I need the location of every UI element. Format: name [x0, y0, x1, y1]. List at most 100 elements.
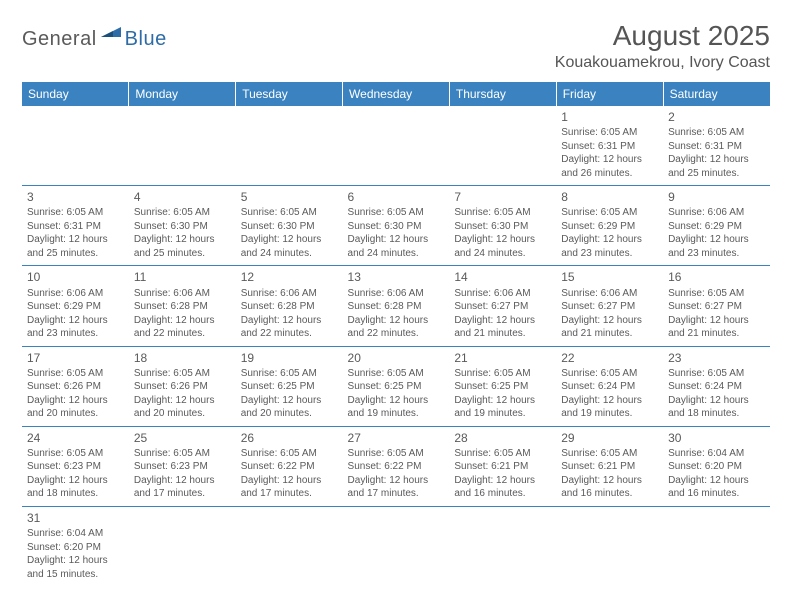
page-title: August 2025	[555, 20, 770, 52]
cell-text: Daylight: 12 hours	[27, 314, 124, 328]
cell-text: and 24 minutes.	[348, 247, 445, 261]
cell-text: Sunrise: 6:05 AM	[241, 447, 338, 461]
calendar-row: 31Sunrise: 6:04 AMSunset: 6:20 PMDayligh…	[22, 506, 770, 586]
cell-text: Sunrise: 6:05 AM	[454, 367, 551, 381]
calendar-cell-empty	[449, 506, 556, 586]
day-number: 21	[454, 350, 551, 366]
cell-text: Sunset: 6:20 PM	[27, 541, 124, 555]
cell-text: Daylight: 12 hours	[561, 394, 658, 408]
cell-text: Sunset: 6:25 PM	[454, 380, 551, 394]
cell-text: Daylight: 12 hours	[668, 394, 765, 408]
cell-text: Sunrise: 6:05 AM	[348, 367, 445, 381]
day-number: 4	[134, 189, 231, 205]
cell-text: Sunrise: 6:06 AM	[241, 287, 338, 301]
calendar-table: SundayMondayTuesdayWednesdayThursdayFrid…	[22, 82, 770, 586]
cell-text: Sunset: 6:27 PM	[668, 300, 765, 314]
calendar-cell-empty	[22, 106, 129, 186]
calendar-cell: 31Sunrise: 6:04 AMSunset: 6:20 PMDayligh…	[22, 506, 129, 586]
cell-text: Daylight: 12 hours	[454, 314, 551, 328]
day-number: 14	[454, 269, 551, 285]
cell-text: Sunset: 6:31 PM	[27, 220, 124, 234]
day-number: 25	[134, 430, 231, 446]
cell-text: Sunset: 6:28 PM	[348, 300, 445, 314]
cell-text: Sunrise: 6:05 AM	[27, 447, 124, 461]
cell-text: and 18 minutes.	[27, 487, 124, 501]
calendar-cell: 27Sunrise: 6:05 AMSunset: 6:22 PMDayligh…	[343, 426, 450, 506]
calendar-cell: 30Sunrise: 6:04 AMSunset: 6:20 PMDayligh…	[663, 426, 770, 506]
flag-icon	[101, 23, 123, 44]
cell-text: and 16 minutes.	[454, 487, 551, 501]
day-number: 1	[561, 109, 658, 125]
cell-text: Daylight: 12 hours	[454, 474, 551, 488]
cell-text: Sunrise: 6:05 AM	[561, 126, 658, 140]
cell-text: Sunset: 6:30 PM	[134, 220, 231, 234]
cell-text: Sunrise: 6:05 AM	[668, 367, 765, 381]
calendar-cell: 13 Sunrise: 6:06 AMSunset: 6:28 PMDayligh…	[343, 266, 450, 346]
cell-text: Sunrise: 6:05 AM	[668, 287, 765, 301]
cell-text: and 22 minutes.	[241, 327, 338, 341]
cell-text: Sunset: 6:21 PM	[561, 460, 658, 474]
cell-text: Sunset: 6:20 PM	[668, 460, 765, 474]
cell-text: Sunrise: 6:05 AM	[454, 447, 551, 461]
cell-text: Sunset: 6:24 PM	[561, 380, 658, 394]
cell-text: and 19 minutes.	[348, 407, 445, 421]
cell-text: and 16 minutes.	[668, 487, 765, 501]
cell-text: Sunrise: 6:05 AM	[348, 206, 445, 220]
logo-text-blue: Blue	[125, 28, 167, 51]
cell-text: Sunrise: 6:06 AM	[348, 287, 445, 301]
cell-text: Sunrise: 6:06 AM	[134, 287, 231, 301]
cell-text: Sunrise: 6:04 AM	[27, 527, 124, 541]
calendar-cell: 19Sunrise: 6:05 AMSunset: 6:25 PMDayligh…	[236, 346, 343, 426]
cell-text: Daylight: 12 hours	[241, 314, 338, 328]
cell-text: Sunrise: 6:05 AM	[561, 206, 658, 220]
calendar-cell: 11Sunrise: 6:06 AMSunset: 6:28 PMDayligh…	[129, 266, 236, 346]
location: Kouakouamekrou, Ivory Coast	[555, 54, 770, 72]
cell-text: and 19 minutes.	[454, 407, 551, 421]
cell-text: Sunset: 6:31 PM	[561, 140, 658, 154]
calendar-cell-empty	[663, 506, 770, 586]
cell-text: Sunset: 6:24 PM	[668, 380, 765, 394]
cell-text: Sunrise: 6:05 AM	[668, 126, 765, 140]
calendar-cell: 4Sunrise: 6:05 AMSunset: 6:30 PMDaylight…	[129, 186, 236, 266]
day-header: Tuesday	[236, 82, 343, 106]
cell-text: and 21 minutes.	[668, 327, 765, 341]
cell-text: Daylight: 12 hours	[241, 474, 338, 488]
cell-text: and 25 minutes.	[668, 167, 765, 181]
calendar-cell: 1Sunrise: 6:05 AMSunset: 6:31 PMDaylight…	[556, 106, 663, 186]
calendar-cell: 2Sunrise: 6:05 AMSunset: 6:31 PMDaylight…	[663, 106, 770, 186]
cell-text: and 19 minutes.	[561, 407, 658, 421]
cell-text: Daylight: 12 hours	[348, 474, 445, 488]
day-number: 2	[668, 109, 765, 125]
day-number: 22	[561, 350, 658, 366]
cell-text: Daylight: 12 hours	[668, 153, 765, 167]
cell-text: Daylight: 12 hours	[561, 474, 658, 488]
cell-text: Daylight: 12 hours	[348, 233, 445, 247]
cell-text: Daylight: 12 hours	[454, 394, 551, 408]
calendar-cell: 7Sunrise: 6:05 AMSunset: 6:30 PMDaylight…	[449, 186, 556, 266]
cell-text: and 16 minutes.	[561, 487, 658, 501]
cell-text: Daylight: 12 hours	[27, 554, 124, 568]
calendar-cell-empty	[129, 106, 236, 186]
calendar-row: 1Sunrise: 6:05 AMSunset: 6:31 PMDaylight…	[22, 106, 770, 186]
cell-text: Sunrise: 6:04 AM	[668, 447, 765, 461]
calendar-row: 24Sunrise: 6:05 AMSunset: 6:23 PMDayligh…	[22, 426, 770, 506]
day-number: 31	[27, 510, 124, 526]
calendar-row: 3Sunrise: 6:05 AMSunset: 6:31 PMDaylight…	[22, 186, 770, 266]
cell-text: and 25 minutes.	[134, 247, 231, 261]
header: General Blue August 2025 Kouakouamekrou,…	[22, 20, 770, 72]
day-number: 27	[348, 430, 445, 446]
cell-text: and 26 minutes.	[561, 167, 658, 181]
day-number: 7	[454, 189, 551, 205]
calendar-cell: 26Sunrise: 6:05 AMSunset: 6:22 PMDayligh…	[236, 426, 343, 506]
cell-text: Daylight: 12 hours	[668, 233, 765, 247]
cell-text: and 21 minutes.	[454, 327, 551, 341]
cell-text: Daylight: 12 hours	[348, 314, 445, 328]
day-number: 13	[348, 269, 445, 285]
calendar-cell: 16Sunrise: 6:05 AMSunset: 6:27 PMDayligh…	[663, 266, 770, 346]
calendar-cell: 23Sunrise: 6:05 AMSunset: 6:24 PMDayligh…	[663, 346, 770, 426]
cell-text: Sunset: 6:25 PM	[348, 380, 445, 394]
calendar-cell-empty	[343, 506, 450, 586]
cell-text: and 23 minutes.	[561, 247, 658, 261]
cell-text: Daylight: 12 hours	[27, 394, 124, 408]
cell-text: and 22 minutes.	[134, 327, 231, 341]
